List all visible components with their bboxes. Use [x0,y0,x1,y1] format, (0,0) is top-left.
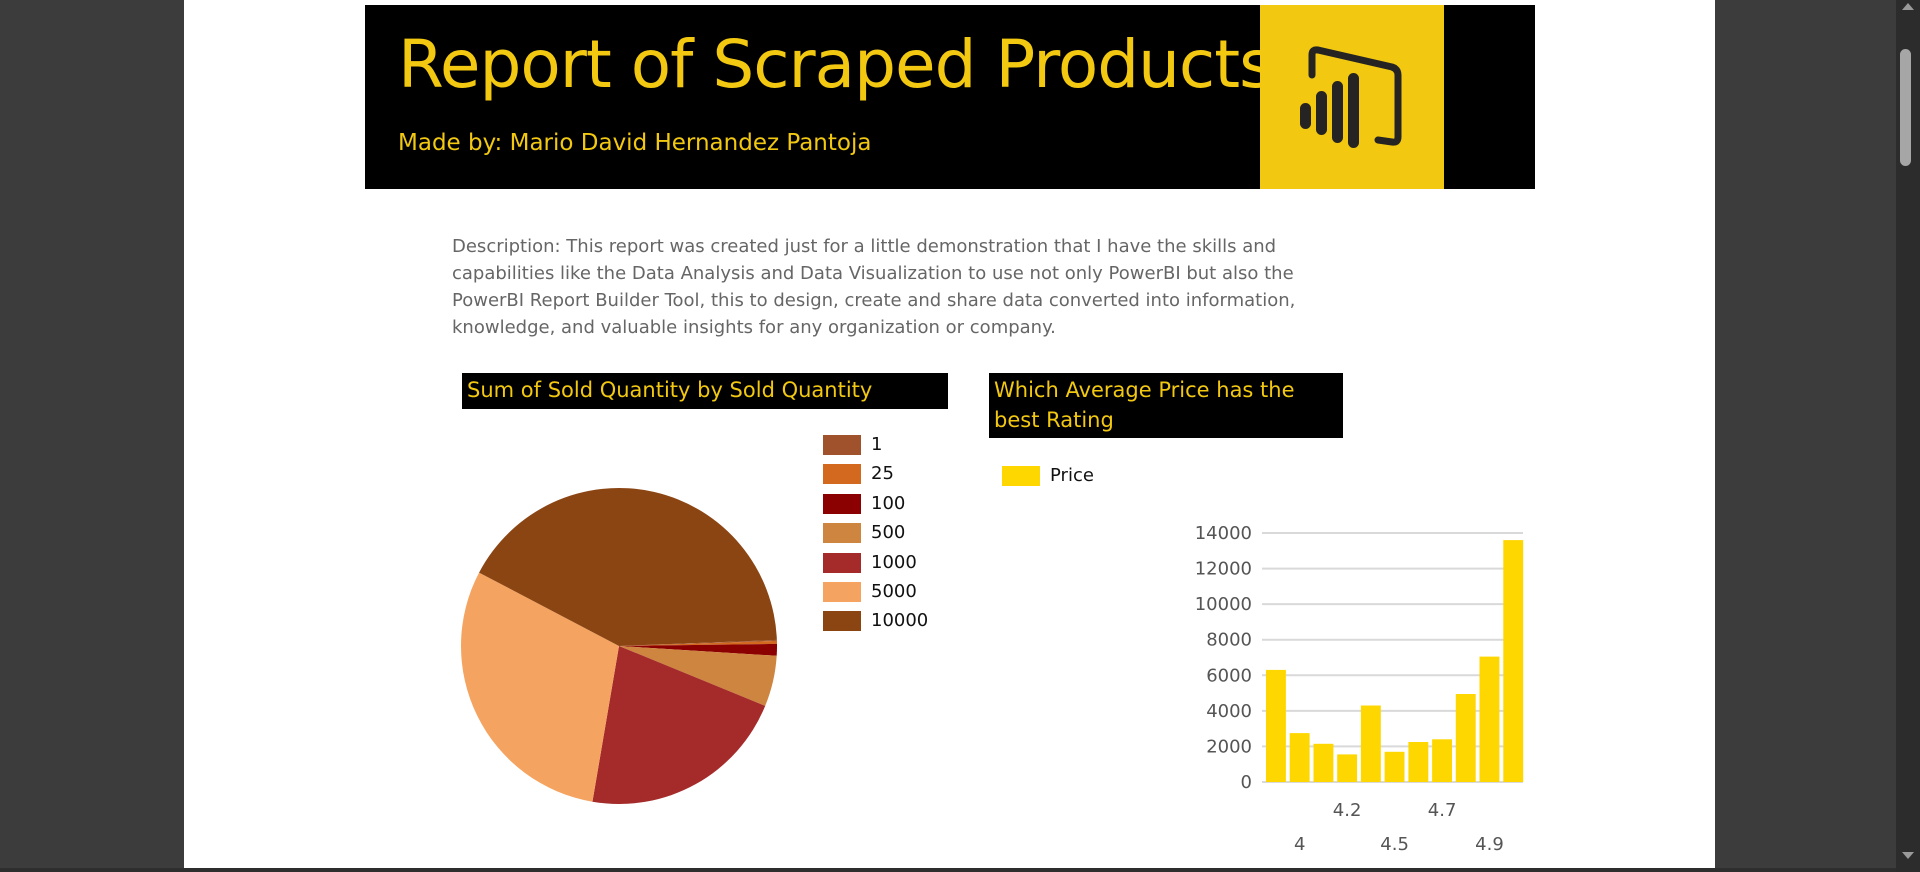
legend-swatch [1002,466,1040,486]
vertical-scrollbar[interactable] [1896,0,1920,872]
pie-chart [460,487,778,804]
legend-swatch [823,552,861,573]
bar [1384,751,1405,782]
legend-swatch [823,435,861,455]
pie-slice-1000 [592,646,766,804]
y-tick-label: 12000 [1195,559,1252,580]
y-tick-label: 10000 [1195,594,1252,615]
x-tick-label: 4.9 [1475,834,1504,855]
scrollbar-thumb[interactable] [1900,49,1911,166]
legend-label: 25 [871,463,894,485]
legend-label: 1000 [871,551,917,573]
y-tick-label: 8000 [1206,630,1252,651]
bar [1289,733,1310,782]
powerbi-icon [1300,46,1402,148]
bar [1337,754,1358,782]
report-author: Made by: Mario David Hernandez Pantoja [398,130,872,156]
report-banner: Report of Scraped Products Made by: Mari… [365,5,1535,189]
x-tick-label: 4.7 [1428,800,1457,821]
pie-slice-5000 [460,572,619,802]
pie-slice-500 [619,646,777,706]
pie-slice-25 [619,640,777,646]
bar [1479,656,1500,782]
pie-slice-1 [619,639,777,646]
legend-label: 5000 [871,581,917,602]
bar [1313,743,1334,782]
report-description: Description: This report was created jus… [452,236,1296,338]
viewer-bottom-edge [0,868,1920,872]
legend-label: 100 [871,492,906,514]
x-tick-label: 4.5 [1380,834,1409,855]
pie-slice-10000 [479,487,777,646]
x-tick-label: 4 [1294,834,1305,855]
y-tick-label: 0 [1241,772,1252,793]
scroll-down-arrow-icon[interactable] [1902,852,1914,859]
report-page: Report of Scraped Products Made by: Mari… [184,0,1715,868]
bar [1266,669,1286,782]
report-title: Report of Scraped Products [398,26,1273,103]
y-tick-label: 2000 [1206,736,1252,757]
x-tick-label: 4.2 [1333,800,1362,821]
scroll-up-arrow-icon[interactable] [1902,3,1914,10]
legend-swatch [823,582,861,602]
bar [1455,694,1476,782]
y-tick-label: 14000 [1195,523,1252,544]
legend-swatch [823,464,861,485]
bar-chart: 0 2000 4000 6000 8000 10000 12000 14000 4 4.2 4.5 4… [1195,523,1524,855]
bar-chart-title: Which Average Price has the best Rating [989,373,1343,438]
legend-swatch [823,523,861,544]
pie-slice-100 [619,643,778,656]
y-tick-label: 4000 [1206,701,1252,722]
bar [1503,540,1524,782]
legend-label: 500 [871,522,906,544]
legend-label: 10000 [871,610,929,632]
legend-label: 1 [871,434,883,455]
bar [1408,742,1429,782]
bar [1360,705,1381,782]
bar [1432,739,1452,782]
y-tick-label: 6000 [1206,665,1252,686]
powerbi-logo [1260,5,1444,189]
legend-swatch [823,493,861,514]
legend-label: Price [1050,465,1094,486]
legend-swatch [823,611,861,632]
pie-chart-title: Sum of Sold Quantity by Sold Quantity [462,373,948,409]
